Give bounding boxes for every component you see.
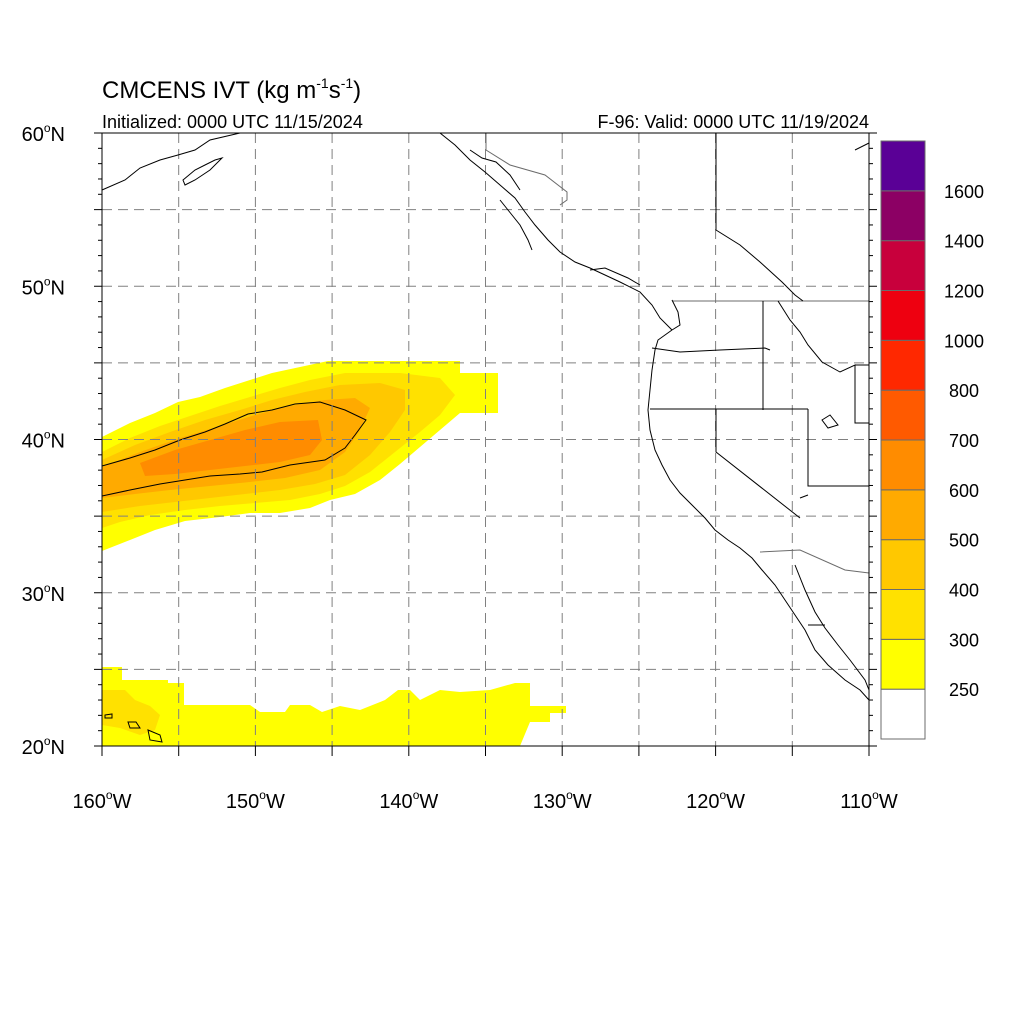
ivt-region-300-400-tropical [102,690,160,735]
colorbar-label: 1000 [944,331,984,351]
colorbar-label: 250 [949,680,979,700]
lat-label: 30oN [22,581,65,606]
colorbar-swatch [880,439,926,491]
init-time-label: Initialized: 0000 UTC 11/15/2024 [102,112,363,132]
colorbar-swatch [880,339,926,391]
colorbar-label: 700 [949,431,979,451]
lon-label: 160oW [73,788,132,813]
colorbar-swatch [880,389,926,441]
colorbar-label: 800 [949,381,979,401]
colorbar-label: 400 [949,581,979,601]
colorbar-swatch [880,489,926,541]
colorbar-label: 1400 [944,232,984,252]
lat-label: 40oN [22,428,65,453]
colorbar-label: 1600 [944,182,984,202]
map-panel [94,132,877,756]
lat-label: 60oN [22,121,65,146]
latitude-labels: 60oN 50oN 40oN 30oN 20oN [22,121,65,759]
colorbar-label: 300 [949,630,979,650]
coastline-and-state-borders [101,132,870,743]
colorbar-label: 500 [949,531,979,551]
colorbar-swatch [880,140,926,192]
lon-label: 130oW [533,788,592,813]
colorbar-swatch [880,240,926,292]
colorbar-swatch [880,638,926,690]
lat-label: 50oN [22,274,65,299]
axis-ticks [94,132,877,756]
colorbar-swatch [880,539,926,591]
lon-label: 110oW [840,788,898,813]
lon-label: 120oW [686,788,745,813]
lon-label: 140oW [379,788,438,813]
longitude-labels: 160oW 150oW 140oW 130oW 120oW 110oW [73,788,898,813]
colorbar-label: 1200 [944,282,984,302]
colorbar-swatch [880,290,926,341]
graticule-grid [102,133,869,746]
valid-time-label: F-96: Valid: 0000 UTC 11/19/2024 [598,112,870,132]
ivt-region-600-700 [140,420,322,476]
ivt-shading [102,361,566,746]
ivt-600-contour [101,401,367,497]
colorbar-swatch [880,688,926,740]
ivt-region-250-300-tropical [102,667,566,746]
colorbar-swatch [880,190,926,242]
plot-title: CMCENS IVT (kg m-1s-1) [102,75,361,104]
lat-label: 20oN [22,734,65,759]
lon-label: 150oW [226,788,285,813]
ivt-colorbar: 250 300 400 500 600 700 800 1000 1200 1400 1600 [880,140,984,740]
colorbar-swatch [880,589,926,640]
colorbar-label: 600 [949,481,979,501]
